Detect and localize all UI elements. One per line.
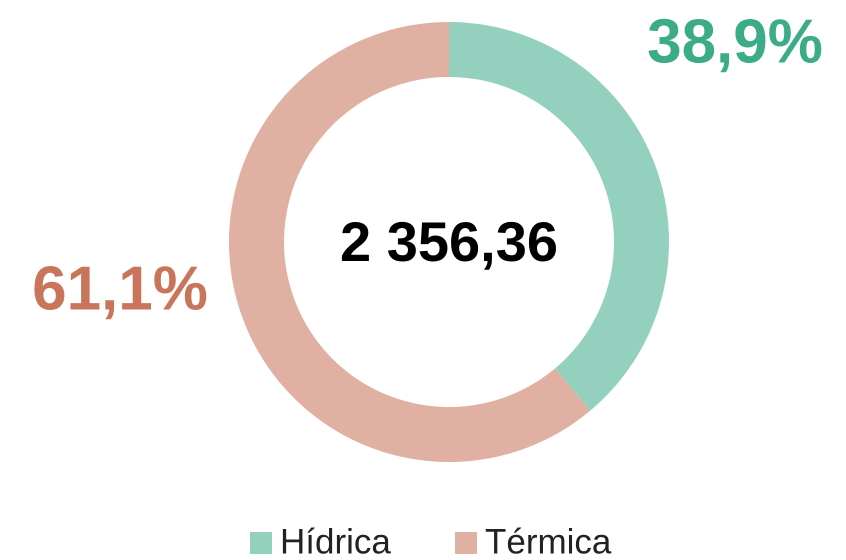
value-label: 61,1%: [32, 254, 208, 323]
donut-slice: [449, 22, 669, 411]
legend-label: Hídrica: [280, 522, 391, 560]
donut-slice: [228, 22, 591, 463]
center-label: 2 356,36: [340, 210, 558, 273]
legend-swatch: [250, 532, 272, 554]
legend-swatch: [455, 532, 477, 554]
value-label: 38,9%: [647, 7, 823, 76]
legend-label: Térmica: [485, 522, 612, 560]
